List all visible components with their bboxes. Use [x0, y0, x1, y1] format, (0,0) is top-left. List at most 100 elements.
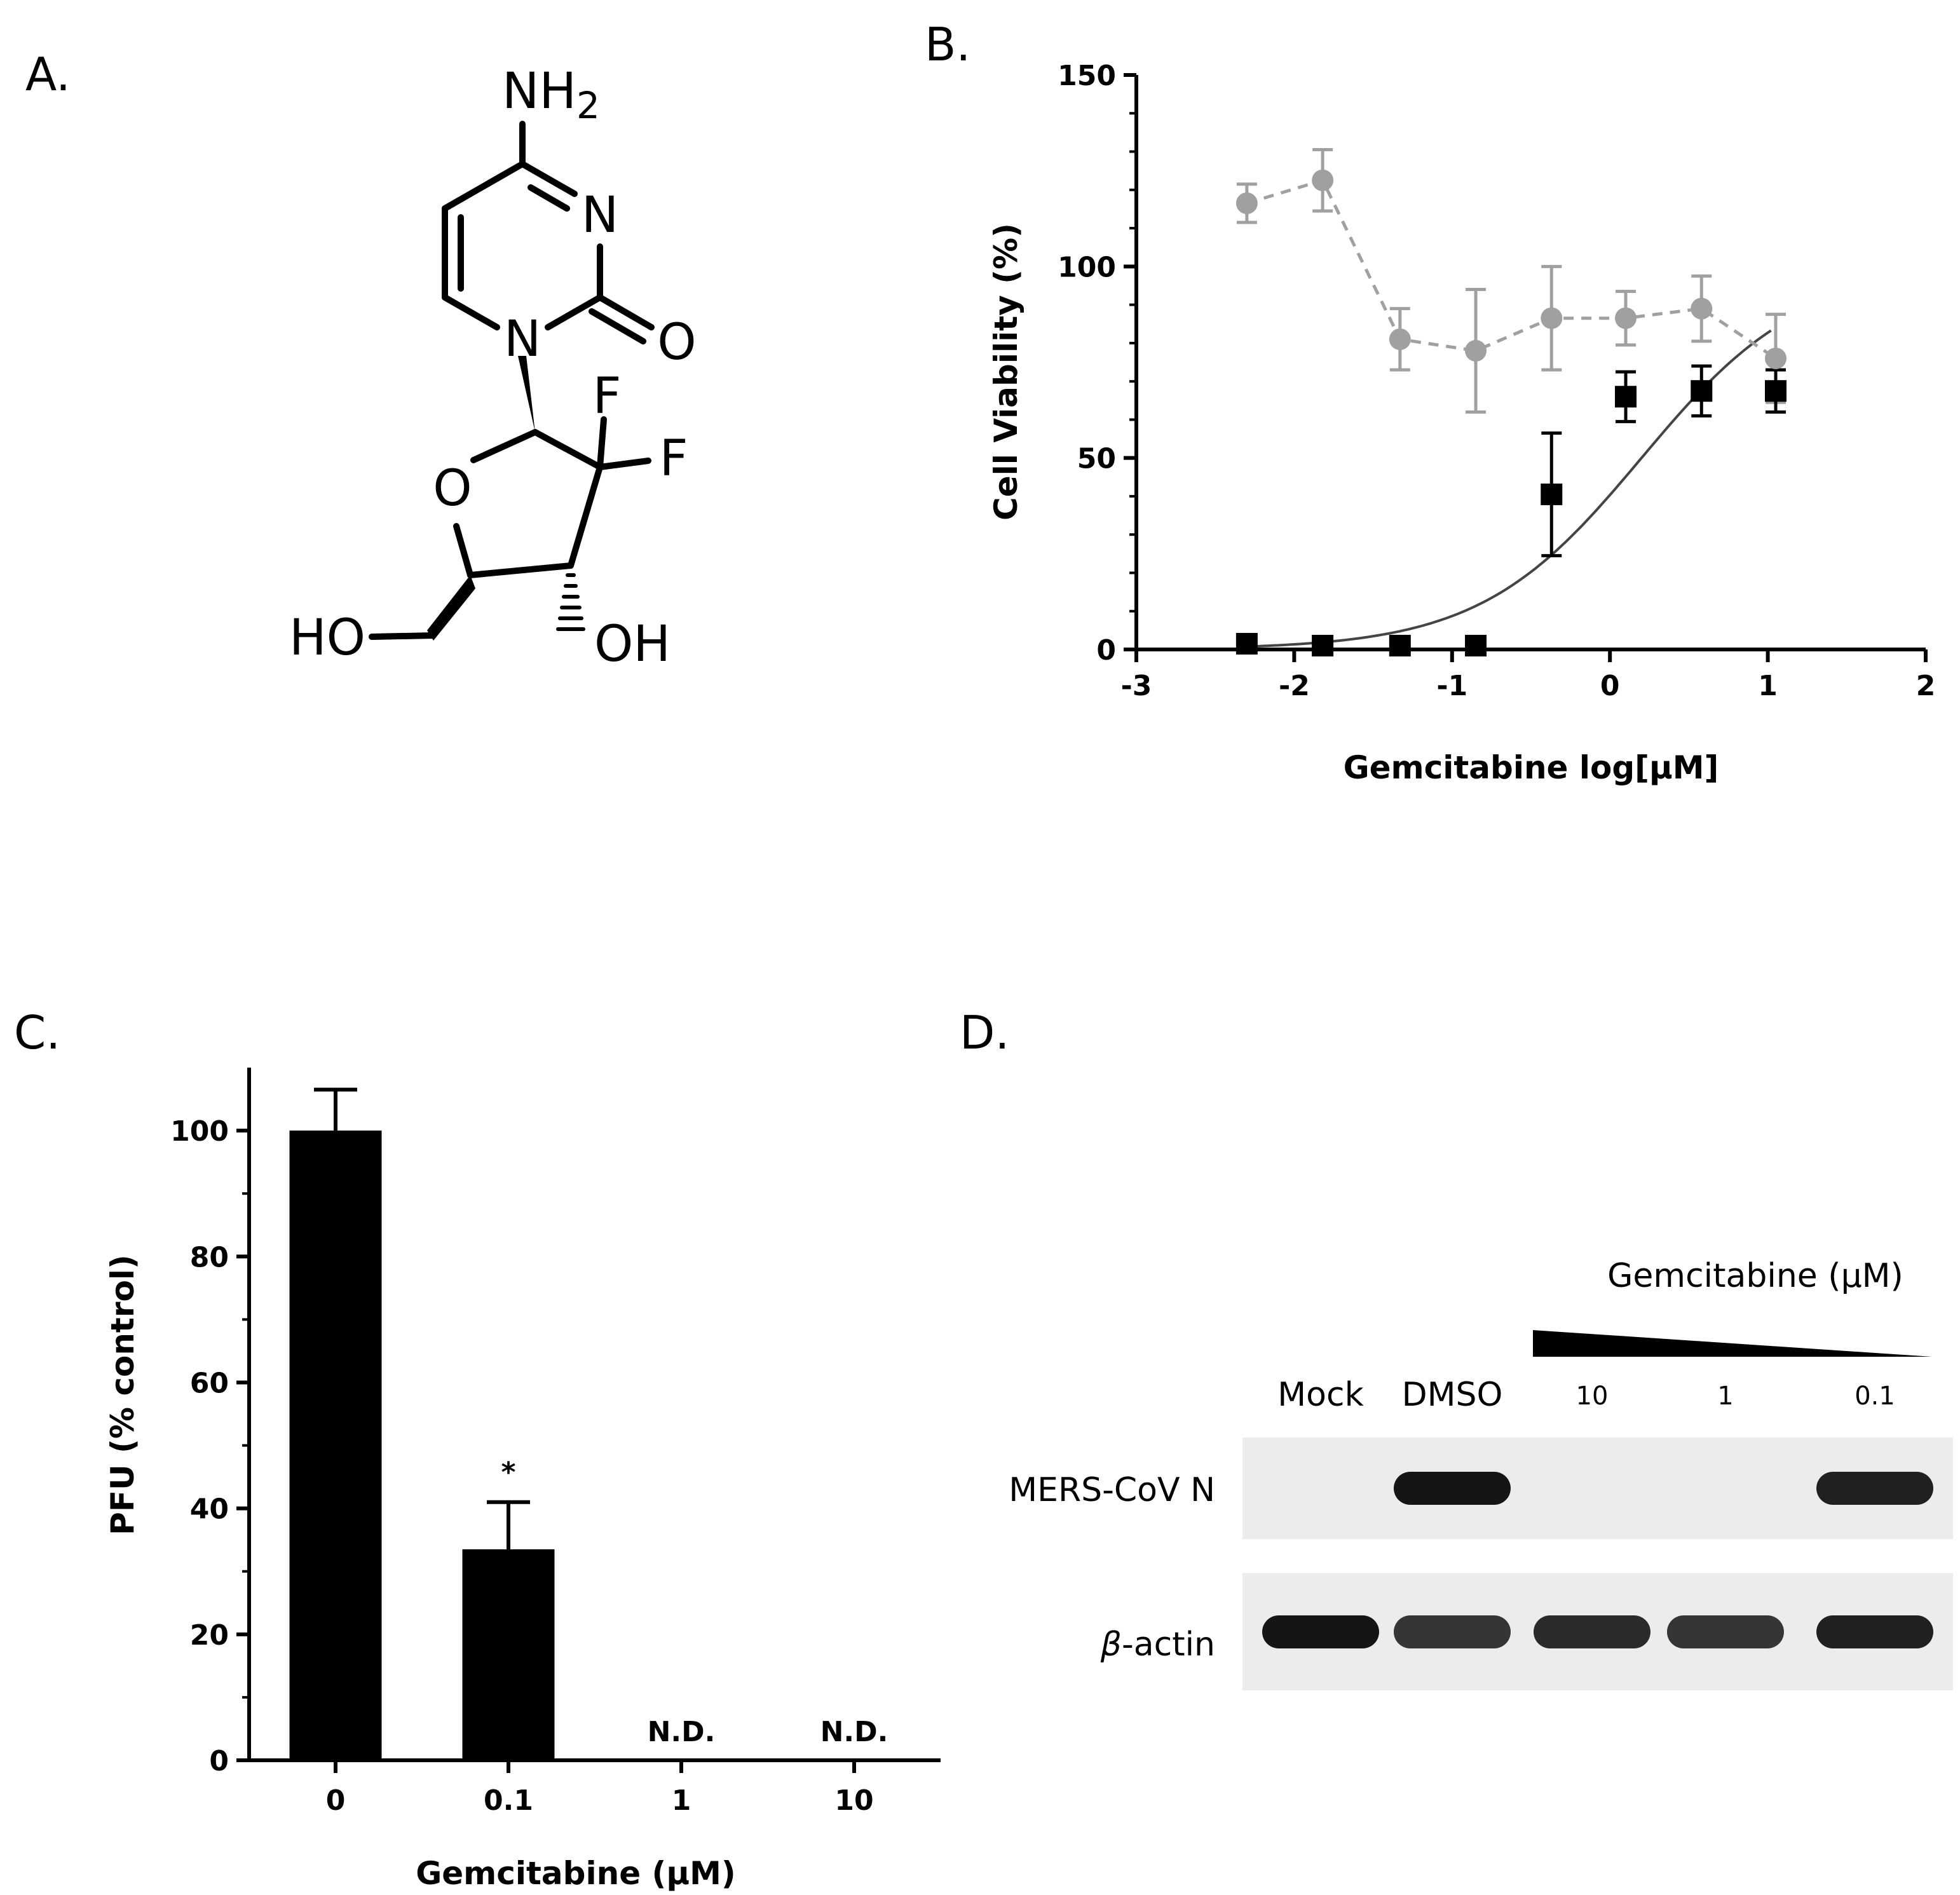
data-point-circle — [1389, 328, 1411, 350]
wedge-bond-n1-c1p — [518, 356, 535, 432]
bond-c6-n1 — [442, 294, 500, 330]
atom-f1: F — [593, 368, 622, 425]
atom-o-ring: O — [433, 460, 472, 517]
y-axis-title: Cell Viability (%) — [988, 223, 1024, 520]
bond-c2-o-double — [589, 308, 646, 344]
data-point-circle — [1465, 339, 1487, 362]
data-point-circle — [1765, 347, 1787, 369]
concentration-gradient-wedge — [1533, 1330, 1932, 1357]
data-point-square — [1691, 380, 1713, 402]
bond-n1-c2 — [545, 294, 603, 330]
lane-label: 0.1 — [1855, 1382, 1895, 1411]
wedge-bond-c5p-ch2 — [427, 575, 475, 641]
bond-n3-c4 — [519, 161, 578, 197]
data-point-square — [1541, 483, 1563, 505]
bond-c3p-f1 — [597, 416, 607, 470]
atom-o-carbonyl: O — [657, 314, 696, 371]
band-beta-actin — [1816, 1615, 1933, 1648]
data-point-circle — [1235, 192, 1258, 214]
x-tick-label: 0 — [326, 1784, 346, 1817]
data-point-square — [1389, 634, 1411, 656]
x-tick-label: 1 — [672, 1784, 691, 1817]
panel-a: A. — [25, 48, 697, 673]
lane-label: Mock — [1277, 1376, 1363, 1414]
atom-n1: N — [504, 311, 541, 368]
panel-b-label: B. — [925, 18, 970, 71]
x-tick-label: 0.1 — [484, 1784, 533, 1817]
bond-o-c2p — [470, 429, 538, 463]
x-tick-label: 1 — [1758, 670, 1778, 702]
atom-f2: F — [660, 430, 688, 487]
data-point-square — [1615, 386, 1637, 408]
bond-c4p-c5p — [467, 562, 574, 578]
lane-label: DMSO — [1402, 1376, 1503, 1414]
y-tick-label: 80 — [190, 1241, 229, 1274]
bar — [289, 1131, 382, 1760]
not-detected-label: N.D. — [648, 1716, 716, 1748]
bond-c3p-f2 — [597, 458, 651, 470]
y-tick-label: 50 — [1077, 443, 1116, 475]
lane-label: 1 — [1717, 1382, 1733, 1411]
x-tick-label: -2 — [1279, 670, 1310, 702]
x-tick-label: -3 — [1121, 670, 1152, 702]
data-point-square — [1235, 632, 1258, 655]
y-tick-label: 150 — [1058, 60, 1116, 92]
chart-c: 0 20 40 60 80 100 0 0.1 * 1 N.D. 10 N.D. Gemcitabine … — [104, 1068, 941, 1892]
not-detected-label: N.D. — [820, 1716, 888, 1748]
data-point-circle — [1312, 169, 1334, 191]
band-beta-actin — [1262, 1615, 1379, 1648]
atom-nh2: NH2 — [502, 63, 600, 127]
atom-oh: OH — [594, 616, 670, 673]
series-line-dashed — [1246, 178, 1777, 360]
y-tick-label: 40 — [190, 1493, 229, 1526]
bond-n3-c4-inner — [527, 184, 570, 212]
data-point-square — [1765, 380, 1787, 402]
x-tick-label: 10 — [834, 1784, 873, 1817]
x-axis-title: Gemcitabine log[µM] — [1344, 749, 1719, 786]
band-mers-cov-n — [1816, 1472, 1933, 1505]
lane-labels: Mock DMSO 10 1 0.1 — [1277, 1376, 1895, 1414]
bond-c2-o — [597, 294, 655, 330]
y-tick-label: 100 — [1058, 251, 1116, 283]
band-beta-actin — [1394, 1615, 1511, 1648]
data-point-circle — [1541, 307, 1563, 329]
y-tick-label: 100 — [170, 1115, 229, 1148]
data-point-circle — [1615, 307, 1637, 329]
panel-c-label: C. — [14, 1006, 60, 1059]
y-axis-title: PFU (% control) — [104, 1254, 141, 1535]
data-point-circle — [1691, 297, 1713, 320]
panel-d: D. Gemcitabine (µM) Mock DMSO 10 1 0.1 MERS-… — [960, 1006, 1953, 1690]
data-point-square — [1312, 634, 1334, 656]
bond-ch2-oh — [369, 632, 435, 640]
x-tick-label: 2 — [1916, 670, 1936, 702]
blot-bands — [1262, 1472, 1933, 1648]
atom-n3: N — [582, 187, 618, 244]
lane-label: 10 — [1576, 1382, 1609, 1411]
y-tick-label: 0 — [1096, 634, 1116, 667]
gemcitabine-structure — [369, 121, 655, 640]
y-tick-label: 0 — [209, 1745, 229, 1777]
panel-b: B. 0 50 100 150 -3 -2 -1 0 1 2 Gemcitabine log[µM]… — [925, 18, 1935, 786]
chart-b: 0 50 100 150 -3 -2 -1 0 1 2 Gemcitabine log[µM] Cel… — [988, 60, 1935, 786]
band-beta-actin — [1667, 1615, 1784, 1648]
panel-a-label: A. — [25, 48, 71, 101]
x-tick-label: 0 — [1600, 670, 1620, 702]
bond-c2p-c3p — [532, 429, 603, 470]
bond-c4-c5 — [442, 161, 526, 212]
data-point-square — [1465, 634, 1487, 656]
bond-c5p-o — [453, 523, 473, 578]
band-beta-actin — [1534, 1615, 1650, 1648]
band-mers-cov-n — [1394, 1472, 1511, 1505]
panel-c: C. 0 20 40 60 80 100 0 0.1 * 1 N.D. 10 N.D. Gemcitabi… — [14, 1006, 941, 1892]
x-tick-label: -1 — [1436, 670, 1467, 702]
hashed-bond-oh — [556, 573, 585, 631]
row-label-beta-actin: β-actin — [1100, 1626, 1215, 1664]
bond-c3p-c4p — [568, 464, 603, 569]
row-label-mers-cov-n: MERS-CoV N — [1009, 1471, 1215, 1509]
bar — [462, 1549, 555, 1760]
panel-d-label: D. — [960, 1006, 1009, 1059]
gradient-title: Gemcitabine (µM) — [1607, 1257, 1903, 1295]
significance-marker: * — [501, 1457, 515, 1489]
fit-curve — [1246, 329, 1772, 648]
